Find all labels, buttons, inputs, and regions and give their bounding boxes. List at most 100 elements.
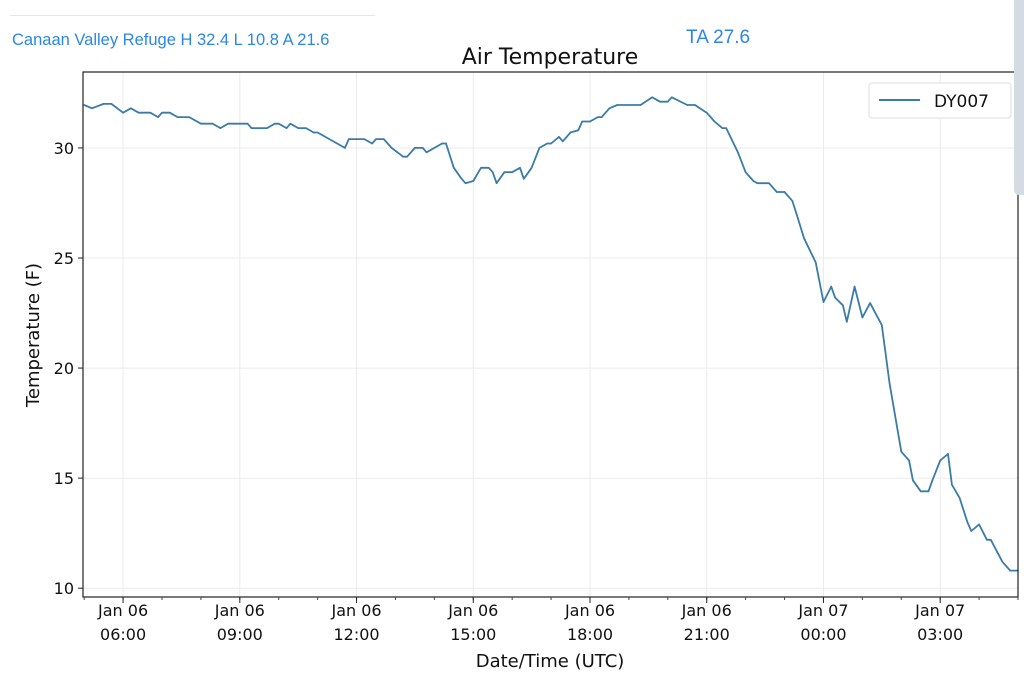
data-point bbox=[83, 104, 85, 106]
x-tick-label-time: 09:00 bbox=[217, 625, 263, 644]
data-point bbox=[149, 111, 152, 114]
x-axis-label: Date/Time (UTC) bbox=[476, 651, 625, 672]
data-point bbox=[472, 180, 475, 182]
data-point bbox=[266, 127, 268, 129]
y-tick-label: 30 bbox=[54, 139, 74, 158]
y-tick-label: 15 bbox=[54, 469, 74, 488]
data-point bbox=[188, 116, 191, 118]
data-point bbox=[495, 182, 498, 184]
legend: DY007 bbox=[868, 82, 1012, 119]
data-point bbox=[227, 122, 229, 125]
data-point bbox=[102, 103, 105, 105]
x-tick-label-date: Jan 07 bbox=[914, 601, 965, 620]
data-point bbox=[830, 285, 833, 288]
plot-frame bbox=[82, 71, 1019, 598]
y-axis-label: Temperature (F) bbox=[23, 263, 44, 408]
data-point bbox=[316, 131, 319, 134]
data-point bbox=[888, 382, 891, 385]
data-point bbox=[460, 177, 463, 180]
legend-label: DY007 bbox=[934, 92, 989, 112]
data-point bbox=[768, 182, 770, 184]
data-point bbox=[756, 182, 759, 184]
data-point bbox=[530, 166, 533, 169]
data-point bbox=[803, 237, 805, 239]
data-point bbox=[608, 107, 611, 110]
station-summary: Canaan Valley Refuge H 32.4 L 10.8 A 21.… bbox=[12, 31, 330, 49]
data-point bbox=[453, 166, 455, 169]
data-point bbox=[371, 142, 373, 145]
data-point bbox=[297, 127, 299, 129]
data-point bbox=[939, 459, 941, 462]
data-point bbox=[744, 171, 747, 173]
data-point bbox=[795, 212, 798, 214]
data-point bbox=[519, 166, 521, 169]
data-point bbox=[725, 127, 727, 129]
data-point bbox=[546, 142, 548, 145]
data-point bbox=[600, 116, 603, 118]
y-tick-label: 10 bbox=[54, 579, 74, 598]
data-point bbox=[561, 140, 564, 143]
data-point bbox=[927, 490, 930, 493]
data-point bbox=[651, 96, 654, 99]
data-point bbox=[845, 321, 848, 323]
data-point bbox=[200, 122, 202, 125]
data-point bbox=[705, 111, 708, 114]
data-point bbox=[464, 182, 467, 184]
data-point bbox=[721, 127, 724, 129]
data-point bbox=[978, 523, 980, 526]
x-tick-label-date: Jan 06 bbox=[564, 601, 615, 620]
data-point bbox=[861, 316, 864, 319]
data-point bbox=[908, 459, 910, 462]
data-point bbox=[966, 521, 969, 523]
data-point bbox=[822, 301, 825, 303]
x-tick-label-time: 15:00 bbox=[450, 625, 496, 644]
scrollbar[interactable] bbox=[1014, 0, 1024, 195]
data-point bbox=[425, 151, 428, 154]
data-point bbox=[842, 304, 844, 307]
data-point bbox=[274, 122, 276, 125]
data-point bbox=[250, 127, 253, 129]
data-point bbox=[406, 155, 408, 158]
x-tick-label-time: 06:00 bbox=[100, 625, 146, 644]
data-point bbox=[667, 100, 669, 103]
data-point bbox=[589, 120, 591, 123]
data-point bbox=[285, 127, 288, 129]
data-point bbox=[480, 166, 482, 169]
data-point bbox=[382, 138, 385, 140]
data-point bbox=[791, 199, 794, 202]
data-point bbox=[91, 107, 93, 110]
data-point bbox=[130, 107, 132, 110]
data-point bbox=[814, 261, 817, 264]
data-point bbox=[639, 104, 642, 106]
data-point bbox=[390, 147, 393, 149]
data-point bbox=[161, 111, 163, 114]
data-point bbox=[137, 111, 140, 114]
data-point bbox=[538, 147, 541, 149]
header-divider bbox=[10, 15, 375, 16]
data-point bbox=[246, 122, 249, 125]
data-point bbox=[919, 490, 922, 493]
data-point bbox=[752, 180, 755, 182]
data-point bbox=[414, 147, 416, 149]
x-tick-label-time: 12:00 bbox=[333, 625, 379, 644]
data-point bbox=[912, 479, 914, 482]
data-point bbox=[581, 120, 584, 123]
data-point bbox=[441, 142, 443, 145]
data-point bbox=[312, 131, 315, 134]
data-point bbox=[834, 296, 836, 299]
data-point bbox=[1009, 569, 1012, 572]
data-point bbox=[947, 453, 949, 455]
data-point bbox=[488, 166, 490, 169]
data-point bbox=[958, 497, 961, 499]
data-point bbox=[670, 96, 673, 99]
x-tick-label-date: Jan 06 bbox=[97, 601, 148, 620]
x-tick-label-time: 21:00 bbox=[684, 625, 730, 644]
ta-value: TA 27.6 bbox=[686, 27, 751, 48]
data-point bbox=[869, 302, 871, 304]
data-point bbox=[421, 147, 424, 149]
data-point bbox=[659, 100, 661, 103]
data-point bbox=[881, 324, 883, 326]
series-line-DY007 bbox=[83, 96, 1018, 572]
x-tick-label-time: 00:00 bbox=[800, 625, 846, 644]
